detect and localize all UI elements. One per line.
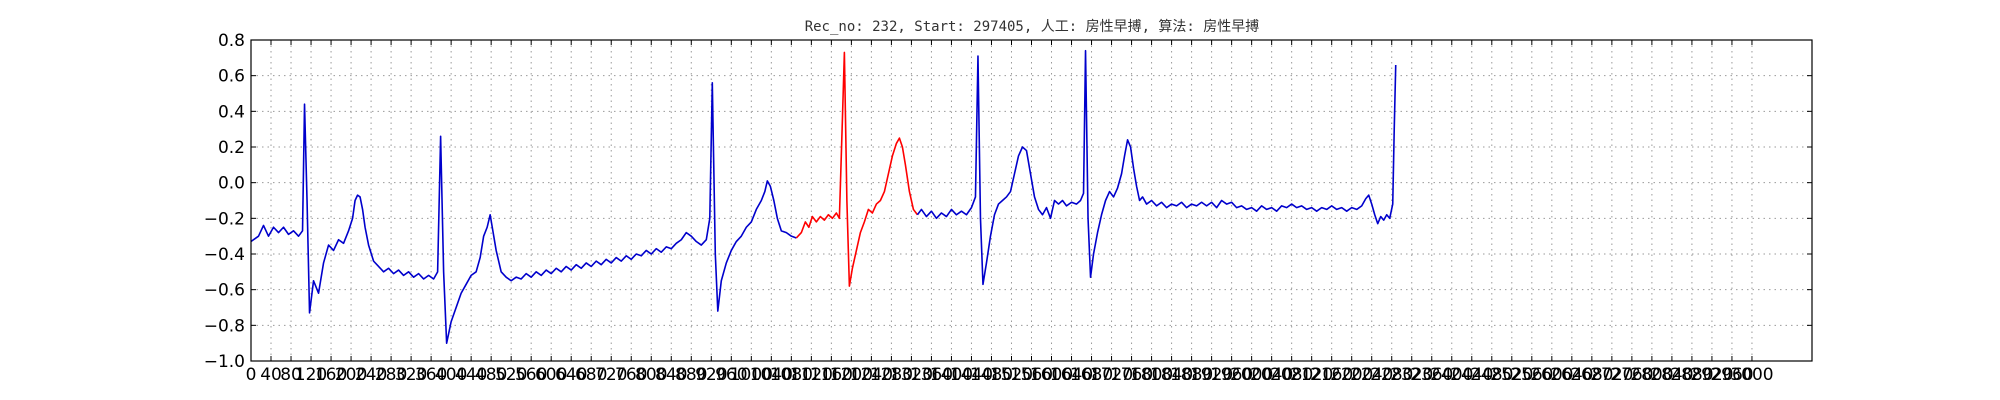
axes: −1.0−0.8−0.6−0.4−0.20.00.20.40.60.80 4080… xyxy=(204,31,1812,385)
x-tick-label: 880 xyxy=(675,365,707,385)
x-tick-label: 1120 xyxy=(790,365,833,385)
y-tick-label: 0.2 xyxy=(218,138,245,158)
x-tick-label: 2720 xyxy=(1590,365,1633,385)
x-tick-label: 1600 xyxy=(1030,365,1073,385)
x-tick-label: 2680 xyxy=(1570,365,1613,385)
x-tick-label: 440 xyxy=(455,365,487,385)
x-tick-label: 1760 xyxy=(1110,365,1153,385)
x-tick-label: 1000 xyxy=(730,365,773,385)
x-tick-label: 2280 xyxy=(1370,365,1413,385)
x-tick-label: 1680 xyxy=(1070,365,1113,385)
x-tick-label: 1840 xyxy=(1150,365,1193,385)
x-tick-label: 2880 xyxy=(1670,365,1713,385)
x-tick-label: 640 xyxy=(555,365,587,385)
x-tick-label: 1400 xyxy=(930,365,973,385)
x-tick-label: 2320 xyxy=(1390,365,1433,385)
grid xyxy=(251,40,1812,361)
x-tick-label: 1040 xyxy=(750,365,793,385)
x-tick-label: 360 xyxy=(415,365,447,385)
x-tick-label: 40 xyxy=(260,365,282,385)
y-tick-label: 0.8 xyxy=(218,31,245,51)
x-tick-label: 2240 xyxy=(1350,365,1393,385)
x-tick-label: 800 xyxy=(635,365,667,385)
x-tick-label: 2080 xyxy=(1270,365,1313,385)
x-tick-label: 1480 xyxy=(970,365,1013,385)
x-tick-label: 80 xyxy=(280,365,302,385)
ecg-series-line-2 xyxy=(795,51,919,287)
x-tick-label: 920 xyxy=(695,365,727,385)
y-tick-label: −0.4 xyxy=(204,245,245,265)
x-tick-label: 240 xyxy=(355,365,387,385)
x-tick-label: 2120 xyxy=(1290,365,1333,385)
x-tick-label: 400 xyxy=(435,365,467,385)
x-tick-label: 2160 xyxy=(1310,365,1353,385)
series-group xyxy=(250,49,1397,344)
x-tick-label: 1360 xyxy=(910,365,953,385)
x-tick-label: 480 xyxy=(475,365,507,385)
x-tick-label: 2840 xyxy=(1650,365,1693,385)
x-tick-label: 2200 xyxy=(1330,365,1373,385)
x-tick-label: 560 xyxy=(515,365,547,385)
y-tick-label: −0.8 xyxy=(204,316,245,336)
x-tick-label: 2480 xyxy=(1470,365,1513,385)
x-tick-label: 680 xyxy=(575,365,607,385)
x-tick-label: 840 xyxy=(655,365,687,385)
x-tick-label: 1640 xyxy=(1050,365,1093,385)
x-tick-label: 1960 xyxy=(1210,365,1253,385)
x-tick-label: 2920 xyxy=(1690,365,1733,385)
x-tick-label: 2960 xyxy=(1710,365,1753,385)
x-tick-label: 1280 xyxy=(870,365,913,385)
x-tick-label: 960 xyxy=(715,365,747,385)
x-tick-label: 520 xyxy=(495,365,527,385)
x-tick-label: 1160 xyxy=(810,365,853,385)
y-tick-label: 0.6 xyxy=(218,67,245,87)
x-tick-label: 1440 xyxy=(950,365,993,385)
x-tick-label: 2000 xyxy=(1230,365,1273,385)
x-tick-label: 1320 xyxy=(890,365,933,385)
x-tick-label: 1880 xyxy=(1170,365,1213,385)
x-tick-label: 1520 xyxy=(990,365,1033,385)
x-tick-label: 2800 xyxy=(1630,365,1673,385)
x-tick-label: 2520 xyxy=(1490,365,1533,385)
x-tick-label: 2400 xyxy=(1430,365,1473,385)
x-tick-label: 0 xyxy=(246,365,257,385)
x-tick-label: 2040 xyxy=(1250,365,1293,385)
x-tick-label: 600 xyxy=(535,365,567,385)
y-tick-label: −1.0 xyxy=(204,352,245,372)
x-tick-label: 720 xyxy=(595,365,627,385)
x-tick-label: 160 xyxy=(315,365,347,385)
x-tick-label: 3000 xyxy=(1730,365,1773,385)
x-tick-label: 2600 xyxy=(1530,365,1573,385)
ecg-series-line-3 xyxy=(916,49,1397,286)
x-tick-label: 2640 xyxy=(1550,365,1593,385)
x-tick-label: 1200 xyxy=(830,365,873,385)
x-tick-label: 320 xyxy=(395,365,427,385)
x-tick-label: 1800 xyxy=(1130,365,1173,385)
x-tick-label: 200 xyxy=(335,365,367,385)
y-tick-label: −0.2 xyxy=(204,209,245,229)
x-tick-label: 1920 xyxy=(1190,365,1233,385)
x-tick-label: 1080 xyxy=(770,365,813,385)
ecg-series-line-1 xyxy=(250,82,797,344)
y-tick-label: 0.4 xyxy=(218,102,245,122)
chart-title: Rec_no: 232, Start: 297405, 人工: 房性早搏, 算法… xyxy=(805,18,1260,35)
x-tick-label: 2440 xyxy=(1450,365,1493,385)
x-tick-label: 2560 xyxy=(1510,365,1553,385)
x-tick-label: 1240 xyxy=(850,365,893,385)
y-tick-label: 0.0 xyxy=(218,174,245,194)
x-tick-label: 2360 xyxy=(1410,365,1453,385)
y-tick-label: −0.6 xyxy=(204,281,245,301)
plot-area-frame xyxy=(250,39,1813,362)
x-tick-label: 2760 xyxy=(1610,365,1653,385)
x-tick-label: 280 xyxy=(375,365,407,385)
x-tick-label: 120 xyxy=(295,365,327,385)
x-tick-label: 760 xyxy=(615,365,647,385)
x-tick-label: 1720 xyxy=(1090,365,1133,385)
x-tick-label: 1560 xyxy=(1010,365,1053,385)
